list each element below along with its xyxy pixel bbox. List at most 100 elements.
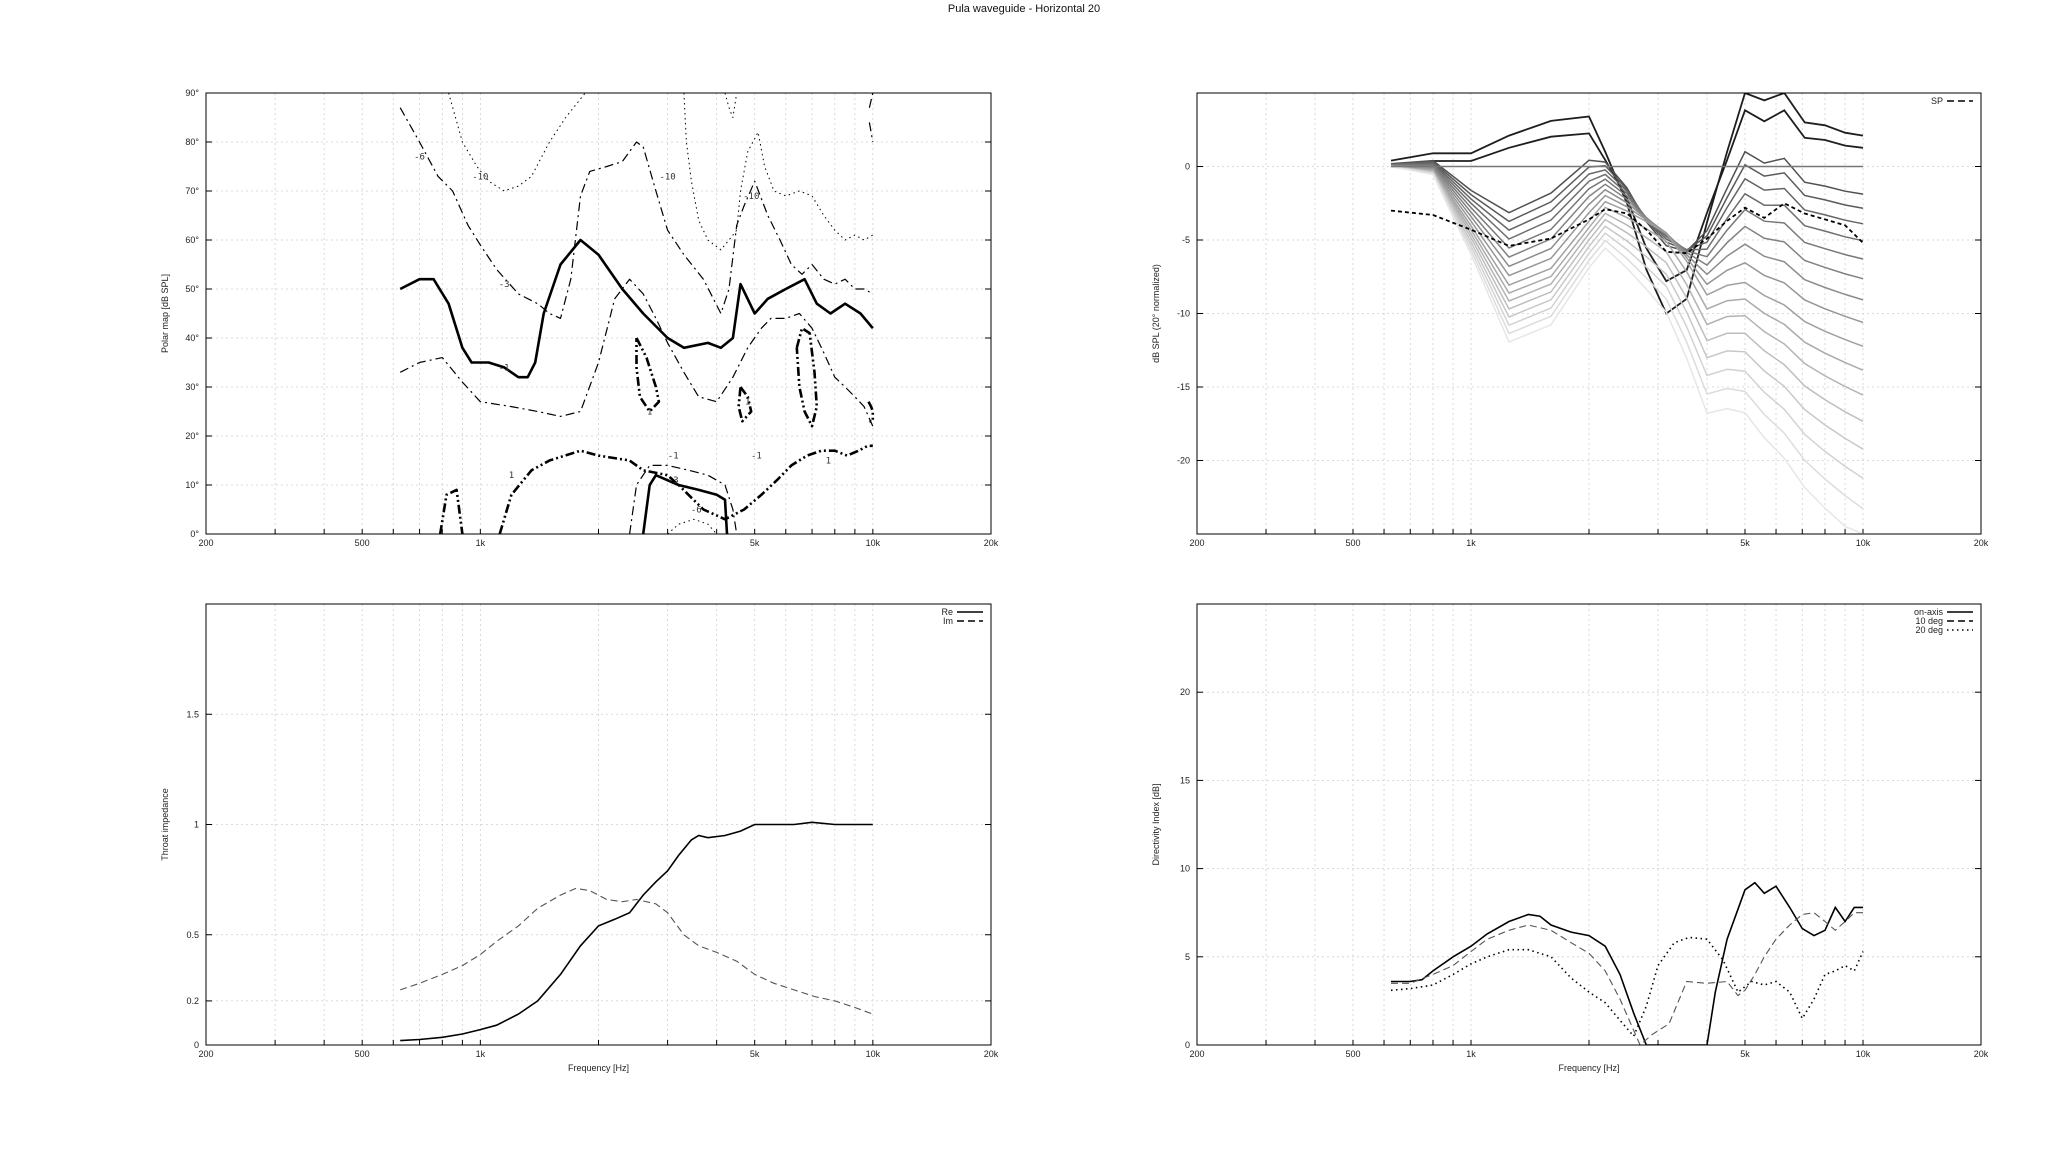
- series-on-axis: [1391, 881, 1863, 1045]
- contour-2-5: [867, 401, 875, 423]
- x-tick-label: 10k: [866, 538, 881, 548]
- x-tick-label: 5k: [750, 538, 760, 548]
- y-axis-label: Throat impedance: [160, 788, 170, 861]
- spl-curve-12: [1390, 165, 1864, 396]
- legend-label-0: SP: [1931, 96, 1943, 106]
- contour-4-2: [724, 93, 738, 118]
- contour-0-0: [399, 238, 874, 379]
- x-tick-label: 500: [355, 1049, 370, 1059]
- y-tick-label: 1.5: [186, 709, 199, 719]
- contour-label-3: -6: [414, 153, 425, 163]
- spl-curve-15: [1390, 165, 1864, 479]
- y-tick-label: 60°: [185, 235, 199, 245]
- plot-frame: [205, 92, 992, 535]
- x-tick-label: 10k: [1856, 1049, 1871, 1059]
- series-Im: [400, 887, 873, 1015]
- contour-label-11: 1: [745, 398, 750, 408]
- spl-curve-8: [1390, 164, 1864, 301]
- legend-label-0: on-axis: [1914, 607, 1944, 617]
- legend-label-1: 10 deg: [1915, 616, 1943, 626]
- contour-label-4: -10: [472, 172, 488, 182]
- x-tick-label: 500: [1345, 1049, 1360, 1059]
- spl-curve-10: [1390, 165, 1864, 348]
- contour-4-1: [683, 93, 874, 251]
- contour-2-3: [795, 326, 819, 428]
- x-tick-label: 1k: [476, 1049, 486, 1059]
- y-tick-label: -20: [1177, 456, 1190, 466]
- contour-3-0: [399, 107, 874, 319]
- y-tick-label: 1: [194, 820, 199, 830]
- contour-3-2: [868, 93, 874, 108]
- y-tick-label: 80°: [185, 137, 199, 147]
- x-axis-label: Frequency [Hz]: [1558, 1063, 1619, 1073]
- x-tick-label: 10k: [866, 1049, 881, 1059]
- x-tick-label: 10k: [1856, 538, 1871, 548]
- legend-label-2: 20 deg: [1915, 625, 1943, 635]
- x-tick-label: 20k: [1974, 1049, 1989, 1059]
- legend-label-1: Im: [943, 616, 953, 626]
- x-tick-label: 1k: [1466, 538, 1476, 548]
- contour-2-2: [635, 337, 661, 413]
- spl-sound-power: [1390, 202, 1864, 255]
- contour-label-1: -1: [499, 363, 510, 373]
- y-tick-label: 5: [1185, 952, 1190, 962]
- plot-area-polar: -3 -1 1 -6 -10 -10 -10 -1 -3 -6 1 1 -1 1: [399, 93, 875, 534]
- contour-label-6: -10: [743, 192, 759, 202]
- panel-di: 0 5 10 15 20 200 500 1k 5k 10k 20k Directivity Inde…: [1151, 603, 1989, 1073]
- y-tick-label: 0.5: [186, 930, 199, 940]
- x-tick-label: 20k: [984, 538, 999, 548]
- plot-frame: [205, 603, 992, 1046]
- y-tick-label: 10: [1180, 864, 1190, 874]
- plot-area-di: [1390, 881, 1864, 1045]
- contour-label-5: -10: [659, 172, 675, 182]
- contour-label-0: -3: [499, 280, 510, 290]
- spl-curve-1: [1390, 108, 1864, 283]
- y-tick-label: 0°: [190, 529, 199, 539]
- x-tick-label: 200: [198, 538, 213, 548]
- y-tick-label: 10°: [185, 480, 199, 490]
- x-tick-label: 20k: [1974, 538, 1989, 548]
- y-tick-label: 20°: [185, 431, 199, 441]
- plot-area-impedance: [400, 821, 873, 1042]
- x-tick-label: 5k: [1740, 1049, 1750, 1059]
- legend-label-0: Re: [941, 607, 953, 617]
- x-tick-label: 200: [1189, 1049, 1204, 1059]
- contour-1-1: [629, 464, 738, 534]
- y-tick-label: 40°: [185, 333, 199, 343]
- panel-polar: 0° 10° 20° 30° 40° 50° 60° 70° 80° 90° 200 500 1k 5k 1…: [160, 88, 999, 548]
- spl-curve-16: [1390, 165, 1864, 510]
- x-tick-label: 1k: [1466, 1049, 1476, 1059]
- contour-0-1: [641, 473, 729, 534]
- contour-4-0: [448, 93, 586, 192]
- y-tick-label: 0: [194, 1040, 199, 1050]
- x-tick-label: 500: [1345, 538, 1360, 548]
- spl-curve-14: [1390, 165, 1864, 450]
- y-tick-label: 70°: [185, 186, 199, 196]
- series-20 deg: [1390, 936, 1864, 1038]
- x-tick-label: 5k: [750, 1049, 760, 1059]
- x-tick-label: 200: [198, 1049, 213, 1059]
- panel-spl: 0 -5 -10 -15 -20 200 500 1k 5k 10k 20k dB SPL (20° …: [1151, 92, 1989, 548]
- panel-impedance: 0 0.2 0.5 1 1.5 200 500 1k 5k 10k 20k Throat impeda…: [160, 603, 999, 1073]
- x-tick-label: 20k: [984, 1049, 999, 1059]
- plot-frame: [1196, 603, 1982, 1046]
- x-tick-label: 1k: [476, 538, 486, 548]
- contour-1-0: [399, 278, 874, 427]
- contour-label-7: -1: [668, 452, 679, 462]
- y-axis-label: dB SPL (20° normalized): [1151, 264, 1161, 363]
- contour-label-10: 1: [647, 408, 652, 418]
- y-tick-label: 0.2: [186, 996, 199, 1006]
- spl-curve-17: [1390, 165, 1864, 534]
- contour-3-1: [868, 122, 874, 143]
- y-tick-label: 15: [1180, 775, 1190, 785]
- contour-2-0: [438, 488, 464, 534]
- y-tick-label: 0: [1185, 1040, 1190, 1050]
- contour-5-0: [667, 518, 718, 534]
- y-tick-label: -5: [1182, 235, 1190, 245]
- series-10 deg: [1391, 912, 1863, 1045]
- spl-curve-11: [1390, 165, 1864, 371]
- y-tick-label: 90°: [185, 88, 199, 98]
- y-axis-label: Directivity Index [dB]: [1151, 783, 1161, 865]
